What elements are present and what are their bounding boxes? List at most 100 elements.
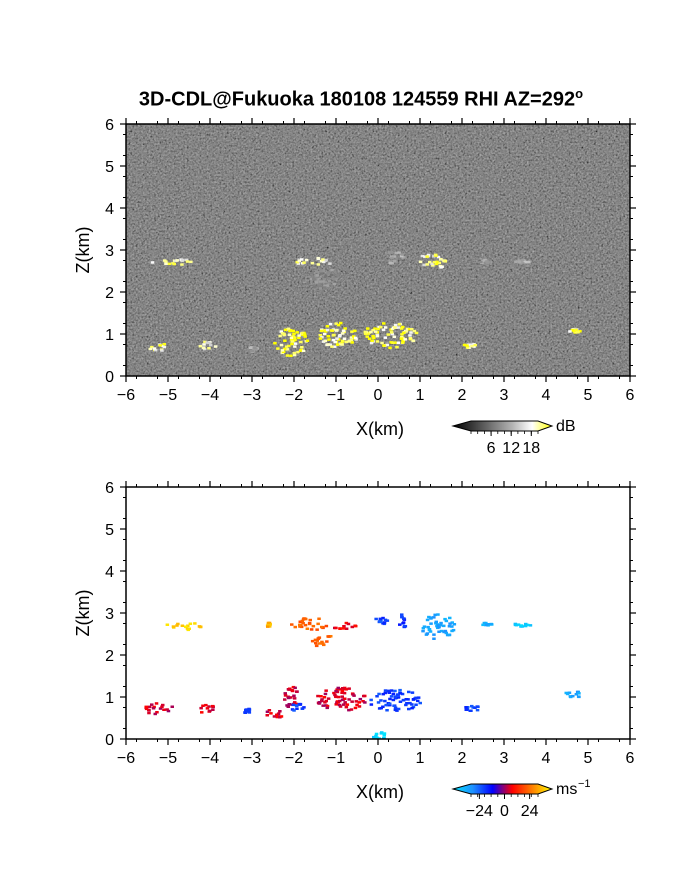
echo-pixel bbox=[373, 330, 378, 333]
echo-pixel bbox=[439, 629, 444, 633]
echo-pixel bbox=[382, 732, 387, 735]
echo-pixel bbox=[287, 703, 291, 706]
echo-pixel bbox=[527, 260, 531, 264]
echo-pixel bbox=[321, 704, 325, 707]
echo-pixel bbox=[307, 621, 312, 625]
echo-pixel bbox=[396, 341, 401, 344]
echo-pixel bbox=[288, 329, 292, 333]
echo-cluster bbox=[265, 709, 284, 719]
echo-pixel bbox=[332, 691, 336, 695]
echo-pixel bbox=[170, 705, 174, 708]
echo-pixel bbox=[385, 619, 390, 622]
echo-pixel bbox=[363, 332, 368, 336]
echo-pixel bbox=[429, 616, 433, 619]
echo-pixel bbox=[410, 328, 414, 331]
echo-pixel bbox=[267, 625, 272, 628]
echo-pixel bbox=[323, 692, 328, 696]
echo-pixel bbox=[388, 697, 392, 701]
echo-pixel bbox=[443, 629, 448, 633]
echo-cluster bbox=[564, 690, 581, 699]
echo-pixel bbox=[325, 706, 329, 710]
echo-pixel bbox=[205, 707, 210, 710]
echo-pixel bbox=[287, 344, 291, 348]
echo-pixel bbox=[301, 618, 306, 621]
x-tick-label: −3 bbox=[243, 750, 261, 767]
echo-pixel bbox=[361, 700, 365, 703]
echo-pixel bbox=[520, 261, 524, 264]
echo-pixel bbox=[341, 332, 345, 335]
chart-title-text: 3D-CDL@Fukuoka 180108 124559 RHI AZ=292 bbox=[138, 88, 576, 111]
echo-pixel bbox=[396, 326, 401, 329]
echo-pixel bbox=[416, 699, 420, 703]
echo-pixel bbox=[391, 341, 395, 344]
echo-pixel bbox=[349, 338, 354, 342]
y-tick-label: 3 bbox=[105, 606, 114, 623]
echo-pixel bbox=[567, 691, 572, 694]
echo-pixel bbox=[387, 691, 391, 694]
echo-pixel bbox=[524, 260, 528, 264]
echo-pixel bbox=[402, 331, 406, 334]
x-tick-label: 5 bbox=[584, 387, 593, 404]
echo-pixel bbox=[334, 695, 338, 698]
echo-cluster bbox=[295, 256, 332, 266]
echo-pixel bbox=[398, 688, 402, 692]
echo-pixel bbox=[295, 260, 299, 264]
echo-pixel bbox=[287, 696, 291, 700]
echo-pixel bbox=[347, 708, 351, 712]
echo-pixel bbox=[426, 625, 430, 629]
echo-pixel bbox=[207, 341, 211, 344]
echo-pixel bbox=[447, 625, 452, 628]
echo-pixel bbox=[340, 343, 344, 346]
echo-pixel bbox=[323, 339, 327, 343]
echo-pixel bbox=[438, 264, 443, 268]
echo-pixel bbox=[369, 698, 373, 702]
echo-pixel bbox=[254, 347, 258, 351]
echo-pixel bbox=[268, 623, 272, 626]
echo-pixel bbox=[305, 339, 310, 342]
echo-pixel bbox=[175, 259, 179, 262]
echo-pixel bbox=[400, 616, 404, 619]
echo-pixel bbox=[189, 260, 193, 264]
echo-pixel bbox=[330, 273, 334, 277]
echo-pixel bbox=[180, 263, 184, 266]
echo-pixel bbox=[576, 331, 580, 334]
echo-pixel bbox=[392, 704, 396, 707]
y-tick-label: 2 bbox=[105, 285, 114, 302]
echo-pixel bbox=[154, 702, 159, 705]
echo-pixel bbox=[338, 342, 342, 346]
echo-pixel bbox=[378, 368, 383, 371]
echo-pixel bbox=[201, 346, 206, 350]
echo-pixel bbox=[486, 261, 490, 265]
echo-pixel bbox=[407, 707, 411, 711]
echo-pixel bbox=[410, 691, 415, 694]
echo-pixel bbox=[276, 347, 280, 350]
echo-pixel bbox=[409, 331, 413, 334]
colorbar-unit: ms bbox=[556, 781, 577, 798]
echo-pixel bbox=[473, 706, 477, 709]
echo-pixel bbox=[374, 732, 379, 736]
echo-pixel bbox=[435, 260, 439, 264]
x-tick-label: −2 bbox=[285, 750, 303, 767]
echo-cluster bbox=[316, 686, 367, 712]
echo-cluster bbox=[464, 704, 480, 712]
echo-pixel bbox=[291, 329, 295, 333]
echo-pixel bbox=[393, 708, 398, 712]
colorbar-bar bbox=[451, 783, 554, 795]
echo-pixel bbox=[438, 624, 443, 627]
echo-pixel bbox=[363, 701, 367, 704]
echo-pixel bbox=[335, 273, 339, 277]
echo-pixel bbox=[267, 709, 272, 712]
echo-pixel bbox=[297, 259, 301, 263]
echo-pixel bbox=[422, 625, 427, 628]
echo-pixel bbox=[395, 693, 400, 696]
x-tick-label: 0 bbox=[374, 387, 383, 404]
echo-pixel bbox=[165, 623, 170, 626]
echo-pixel bbox=[414, 331, 419, 335]
echo-pixel bbox=[188, 622, 193, 625]
echo-pixel bbox=[412, 329, 417, 333]
x-tick-label: −5 bbox=[159, 750, 177, 767]
echo-pixel bbox=[372, 336, 376, 340]
echo-pixel bbox=[353, 706, 358, 710]
echo-pixel bbox=[309, 277, 314, 281]
echo-pixel bbox=[367, 337, 372, 340]
